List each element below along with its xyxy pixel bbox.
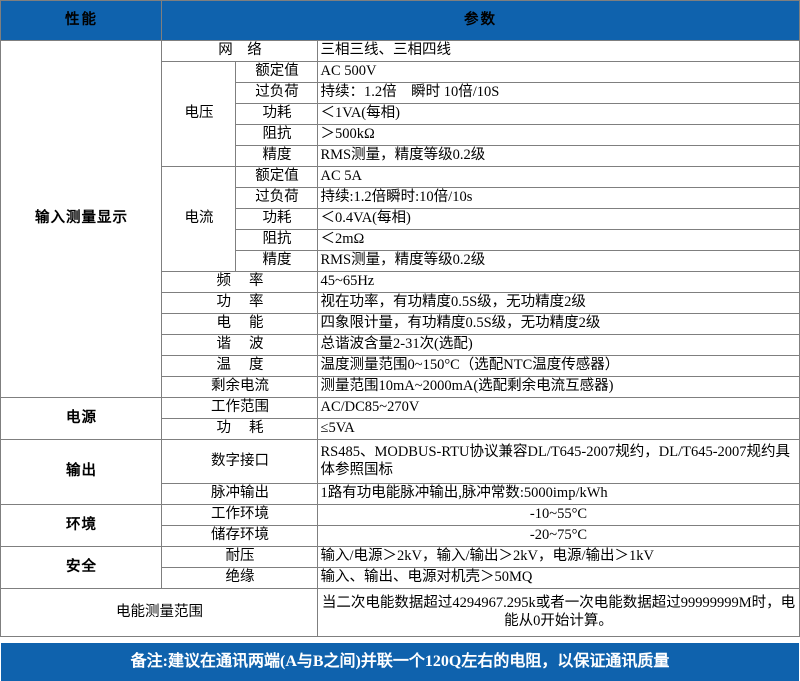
item-withstand-voltage: 耐压 (161, 546, 319, 568)
table-row: 安全 耐压 输入/电源＞2kV，输入/输出＞2kV，电源/输出＞1kV (0, 546, 800, 589)
table-row: 环境 工作环境 -10~55°C (0, 504, 800, 547)
value-pulse-output: 1路有功电能脉冲输出,脉冲常数:5000imp/kWh (317, 483, 800, 505)
value-working-env: -10~55°C (317, 504, 800, 526)
item-energy-range: 电能测量范围 (0, 588, 319, 637)
table-row: 谐波 总谐波含量2-31次(选配) (1, 334, 800, 356)
item-power-consumption-b: 耗 (248, 420, 264, 437)
item-frequency-a: 频 (216, 273, 231, 290)
item-digital-interface: 数字接口 (161, 439, 319, 484)
item-current-rated: 额定值 (235, 166, 319, 188)
item-power-factor: 功率 (161, 292, 319, 314)
item-voltage-overload: 过负荷 (235, 82, 319, 104)
value-insulation: 输入、输出、电源对机壳＞50MQ (317, 567, 800, 589)
table-row: 功耗 ≤5VA (1, 418, 800, 440)
value-withstand-voltage: 输入/电源＞2kV，输入/输出＞2kV，电源/输出＞1kV (317, 546, 800, 568)
table-row: 电能测量范围 当二次电能数据超过4294967.295k或者一次电能数据超过99… (0, 588, 800, 637)
table-row: 电压 额定值 AC 500V (1, 61, 800, 167)
value-voltage-rated: AC 500V (317, 61, 800, 83)
item-energy-b: 能 (248, 315, 264, 332)
value-power-factor: 视在功率，有功精度0.5S级，无功精度2级 (317, 292, 800, 314)
value-digital-interface: RS485、MODBUS-RTU协议兼容DL/T645-2007规约，DL/T6… (317, 439, 800, 484)
value-harmonic: 总谐波含量2-31次(选配) (317, 334, 800, 356)
value-temperature: 温度测量范围0~150°C（选配NTC温度传感器） (317, 355, 800, 377)
table-header-row: 性能 参数 (0, 0, 800, 41)
header-performance: 性能 (0, 0, 163, 41)
table-row: 温度 温度测量范围0~150°C（选配NTC温度传感器） (1, 355, 800, 377)
item-voltage-accuracy: 精度 (235, 145, 319, 167)
header-parameter: 参数 (161, 0, 800, 41)
item-power-consumption: 功耗 (161, 418, 319, 440)
group-output: 输出 (0, 439, 163, 505)
value-power-consumption: ≤5VA (317, 418, 800, 440)
item-temperature-b: 度 (248, 357, 264, 374)
value-current-impedance: ＜2mΩ (317, 229, 800, 251)
table-row: 过负荷 持续：1.2倍 瞬时 10倍/10S (1, 82, 800, 104)
subgroup-current: 电流 (161, 166, 237, 272)
value-current-rated: AC 5A (317, 166, 800, 188)
group-safety: 安全 (0, 546, 163, 589)
item-frequency: 频率 (161, 271, 319, 293)
item-temperature-a: 温 (216, 357, 231, 374)
item-network: 网 络 (161, 40, 319, 62)
item-energy-a: 电 (216, 315, 231, 332)
item-current-power: 功耗 (235, 208, 319, 230)
value-current-overload: 持续:1.2倍瞬时:10倍/10s (317, 187, 800, 209)
item-residual-current: 剩余电流 (161, 376, 319, 398)
item-frequency-b: 率 (248, 273, 264, 290)
item-power-consumption-a: 功 (216, 420, 231, 437)
specification-table: 性能 参数 输入测量显示 网 络 三相三线、三相四线 电压 额定值 AC 500… (0, 0, 800, 637)
group-input-measurement: 输入测量显示 (0, 40, 163, 398)
item-energy: 电能 (161, 313, 319, 335)
item-insulation: 绝缘 (161, 567, 319, 589)
table-row: 剩余电流 测量范围10mA~2000mA(选配剩余电流互感器) (1, 376, 800, 398)
value-current-accuracy: RMS测量，精度等级0.2级 (317, 250, 800, 272)
value-storage-env: -20~75°C (317, 525, 800, 547)
item-current-overload: 过负荷 (235, 187, 319, 209)
item-current-accuracy: 精度 (235, 250, 319, 272)
subgroup-voltage: 电压 (161, 61, 237, 167)
item-harmonic: 谐波 (161, 334, 319, 356)
value-voltage-accuracy: RMS测量，精度等级0.2级 (317, 145, 800, 167)
item-power-factor-b: 率 (248, 294, 264, 311)
value-energy: 四象限计量，有功精度0.5S级，无功精度2级 (317, 313, 800, 335)
footer-note: 备注:建议在通讯两端(A与B之间)并联一个120Q左右的电阻，以保证通讯质量 (1, 643, 799, 681)
item-storage-env: 储存环境 (161, 525, 319, 547)
item-power-range: 工作范围 (161, 397, 319, 419)
item-current-impedance: 阻抗 (235, 229, 319, 251)
table-row: 输入测量显示 网 络 三相三线、三相四线 (0, 40, 800, 398)
item-voltage-impedance: 阻抗 (235, 124, 319, 146)
table-row: 精度 RMS测量，精度等级0.2级 (1, 145, 800, 167)
table-row: 精度 RMS测量，精度等级0.2级 (1, 250, 800, 272)
value-voltage-impedance: ＞500kΩ (317, 124, 800, 146)
table-row: 过负荷 持续:1.2倍瞬时:10倍/10s (1, 187, 800, 209)
group-environment: 环境 (0, 504, 163, 547)
value-network: 三相三线、三相四线 (317, 40, 800, 62)
item-voltage-power: 功耗 (235, 103, 319, 125)
item-working-env: 工作环境 (161, 504, 319, 526)
item-harmonic-a: 谐 (216, 336, 231, 353)
item-harmonic-b: 波 (248, 336, 264, 353)
value-energy-range: 当二次电能数据超过4294967.295k或者一次电能数据超过99999999M… (317, 588, 800, 637)
value-current-power: ＜0.4VA(每相) (317, 208, 800, 230)
table-row: 电源 工作范围 AC/DC85~270V (0, 397, 800, 440)
item-pulse-output: 脉冲输出 (161, 483, 319, 505)
value-residual-current: 测量范围10mA~2000mA(选配剩余电流互感器) (317, 376, 800, 398)
item-power-factor-a: 功 (216, 294, 231, 311)
item-temperature: 温度 (161, 355, 319, 377)
value-voltage-power: ＜1VA(每相) (317, 103, 800, 125)
value-voltage-overload: 持续：1.2倍 瞬时 10倍/10S (317, 82, 800, 104)
table-row: 输出 数字接口 RS485、MODBUS-RTU协议兼容DL/T645-2007… (0, 439, 800, 505)
item-voltage-rated: 额定值 (235, 61, 319, 83)
value-frequency: 45~65Hz (317, 271, 800, 293)
value-power-range: AC/DC85~270V (317, 397, 800, 419)
group-power-supply: 电源 (0, 397, 163, 440)
